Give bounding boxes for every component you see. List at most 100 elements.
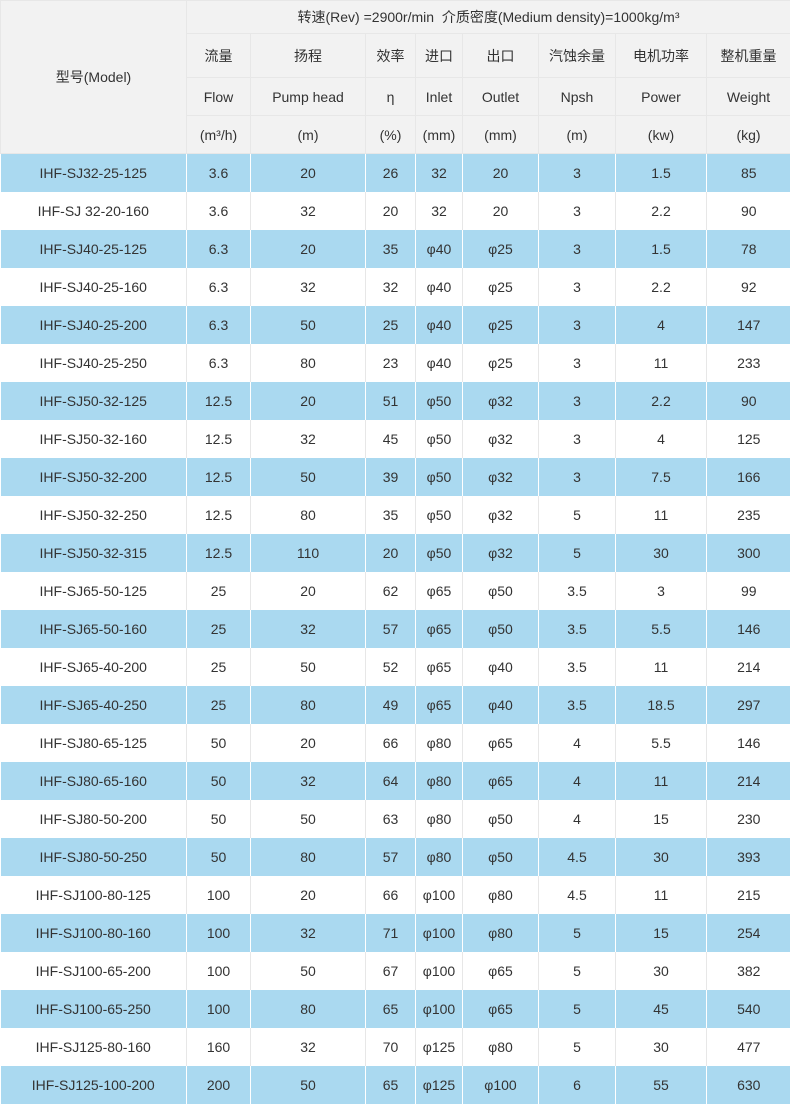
header-efficiency-en: η bbox=[365, 77, 416, 116]
cell-model: IHF-SJ50-32-160 bbox=[0, 420, 187, 458]
cell-flow: 100 bbox=[186, 876, 251, 914]
cell-flow: 12.5 bbox=[186, 534, 251, 572]
cell-outlet: φ80 bbox=[462, 876, 539, 914]
cell-model: IHF-SJ32-25-125 bbox=[0, 153, 187, 192]
cell-model: IHF-SJ80-50-200 bbox=[0, 800, 187, 838]
cell-npsh: 3 bbox=[538, 344, 616, 382]
cell-efficiency: 67 bbox=[365, 952, 416, 990]
cell-model: IHF-SJ50-32-315 bbox=[0, 534, 187, 572]
cell-model: IHF-SJ80-65-125 bbox=[0, 724, 187, 762]
cell-weight: 90 bbox=[705, 382, 790, 420]
header-inlet-unit: (mm) bbox=[415, 115, 463, 154]
cell-power: 5.5 bbox=[615, 610, 707, 648]
cell-weight: 215 bbox=[705, 876, 790, 914]
cell-weight: 233 bbox=[705, 344, 790, 382]
cell-model: IHF-SJ50-32-125 bbox=[0, 382, 187, 420]
cell-inlet: φ100 bbox=[415, 876, 463, 914]
cell-inlet: φ100 bbox=[415, 952, 463, 990]
cell-model: IHF-SJ125-80-160 bbox=[0, 1028, 187, 1066]
cell-weight: 300 bbox=[705, 534, 790, 572]
cell-pump-head: 32 bbox=[250, 914, 366, 952]
header-power-en: Power bbox=[615, 77, 707, 116]
cell-npsh: 4.5 bbox=[538, 876, 616, 914]
cell-outlet: φ100 bbox=[462, 1066, 539, 1104]
cell-pump-head: 50 bbox=[250, 952, 366, 990]
header-outlet-en: Outlet bbox=[462, 77, 539, 116]
cell-pump-head: 32 bbox=[250, 762, 366, 800]
cell-power: 30 bbox=[615, 838, 707, 876]
cell-pump-head: 32 bbox=[250, 268, 366, 306]
cell-pump-head: 20 bbox=[250, 382, 366, 420]
table-row: IHF-SJ100-80-160 100 32 71 φ100 φ80 5 15 254 bbox=[0, 914, 790, 952]
model-column-header: 型号(Model) bbox=[0, 0, 187, 154]
cell-npsh: 5 bbox=[538, 534, 616, 572]
cell-weight: 297 bbox=[705, 686, 790, 724]
cell-outlet: φ25 bbox=[462, 230, 539, 268]
table-row: IHF-SJ100-65-250 100 80 65 φ100 φ65 5 45 540 bbox=[0, 990, 790, 1028]
table-row: IHF-SJ125-80-160 160 32 70 φ125 φ80 5 30 477 bbox=[0, 1028, 790, 1066]
conditions-row: 型号(Model) 转速(Rev) =2900r/min 介质密度(Medium… bbox=[0, 0, 790, 154]
cell-flow: 6.3 bbox=[186, 344, 251, 382]
cell-efficiency: 25 bbox=[365, 306, 416, 344]
table-row: IHF-SJ80-50-200 50 50 63 φ80 φ50 4 15 230 bbox=[0, 800, 790, 838]
header-inlet-en: Inlet bbox=[415, 77, 463, 116]
column-headers-cn: 流量 扬程 效率 进口 出口 汽蚀余量 电机功率 整机重量 bbox=[1, 33, 790, 78]
operating-conditions-text: 转速(Rev) =2900r/min 介质密度(Medium density)=… bbox=[185, 0, 790, 34]
cell-weight: 146 bbox=[705, 724, 790, 762]
cell-inlet: φ40 bbox=[415, 230, 463, 268]
cell-flow: 12.5 bbox=[186, 458, 251, 496]
cell-efficiency: 57 bbox=[365, 610, 416, 648]
cell-power: 15 bbox=[615, 800, 707, 838]
cell-npsh: 4 bbox=[538, 762, 616, 800]
cell-weight: 235 bbox=[705, 496, 790, 534]
header-outlet-unit: (mm) bbox=[462, 115, 539, 154]
cell-flow: 25 bbox=[186, 572, 251, 610]
table-row: IHF-SJ40-25-160 6.3 32 32 φ40 φ25 3 2.2 92 bbox=[0, 268, 790, 306]
cell-npsh: 3 bbox=[538, 268, 616, 306]
cell-efficiency: 65 bbox=[365, 990, 416, 1028]
cell-efficiency: 52 bbox=[365, 648, 416, 686]
cell-flow: 6.3 bbox=[186, 230, 251, 268]
cell-flow: 50 bbox=[186, 724, 251, 762]
cell-pump-head: 50 bbox=[250, 1066, 366, 1104]
header-flow-unit: (m³/h) bbox=[186, 115, 251, 154]
cell-model: IHF-SJ40-25-160 bbox=[0, 268, 187, 306]
cell-inlet: φ50 bbox=[415, 382, 463, 420]
cell-efficiency: 64 bbox=[365, 762, 416, 800]
table-row: IHF-SJ100-80-125 100 20 66 φ100 φ80 4.5 11 215 bbox=[0, 876, 790, 914]
table-row: IHF-SJ50-32-125 12.5 20 51 φ50 φ32 3 2.2 90 bbox=[0, 382, 790, 420]
cell-efficiency: 20 bbox=[365, 534, 416, 572]
cell-power: 30 bbox=[615, 534, 707, 572]
cell-npsh: 5 bbox=[538, 914, 616, 952]
cell-inlet: 32 bbox=[415, 192, 463, 230]
cell-npsh: 6 bbox=[538, 1066, 616, 1104]
cell-model: IHF-SJ40-25-125 bbox=[0, 230, 187, 268]
cell-flow: 12.5 bbox=[186, 496, 251, 534]
cell-efficiency: 35 bbox=[365, 496, 416, 534]
cell-pump-head: 32 bbox=[250, 420, 366, 458]
cell-inlet: φ40 bbox=[415, 344, 463, 382]
cell-model: IHF-SJ80-50-250 bbox=[0, 838, 187, 876]
cell-inlet: φ125 bbox=[415, 1028, 463, 1066]
cell-efficiency: 39 bbox=[365, 458, 416, 496]
cell-npsh: 5 bbox=[538, 1028, 616, 1066]
cell-model: IHF-SJ100-80-160 bbox=[0, 914, 187, 952]
cell-npsh: 5 bbox=[538, 496, 616, 534]
cell-weight: 92 bbox=[705, 268, 790, 306]
cell-model: IHF-SJ65-50-160 bbox=[0, 610, 187, 648]
cell-inlet: 32 bbox=[415, 153, 463, 192]
cell-inlet: φ80 bbox=[415, 724, 463, 762]
table-row: IHF-SJ80-65-160 50 32 64 φ80 φ65 4 11 214 bbox=[0, 762, 790, 800]
cell-efficiency: 32 bbox=[365, 268, 416, 306]
header-weight-cn: 整机重量 bbox=[705, 33, 790, 78]
cell-weight: 214 bbox=[705, 762, 790, 800]
cell-flow: 25 bbox=[186, 610, 251, 648]
header-npsh-en: Npsh bbox=[538, 77, 616, 116]
cell-power: 5.5 bbox=[615, 724, 707, 762]
cell-outlet: φ25 bbox=[462, 306, 539, 344]
cell-efficiency: 57 bbox=[365, 838, 416, 876]
cell-power: 55 bbox=[615, 1066, 707, 1104]
cell-efficiency: 35 bbox=[365, 230, 416, 268]
table-row: IHF-SJ50-32-200 12.5 50 39 φ50 φ32 3 7.5 166 bbox=[0, 458, 790, 496]
cell-model: IHF-SJ 32-20-160 bbox=[0, 192, 187, 230]
